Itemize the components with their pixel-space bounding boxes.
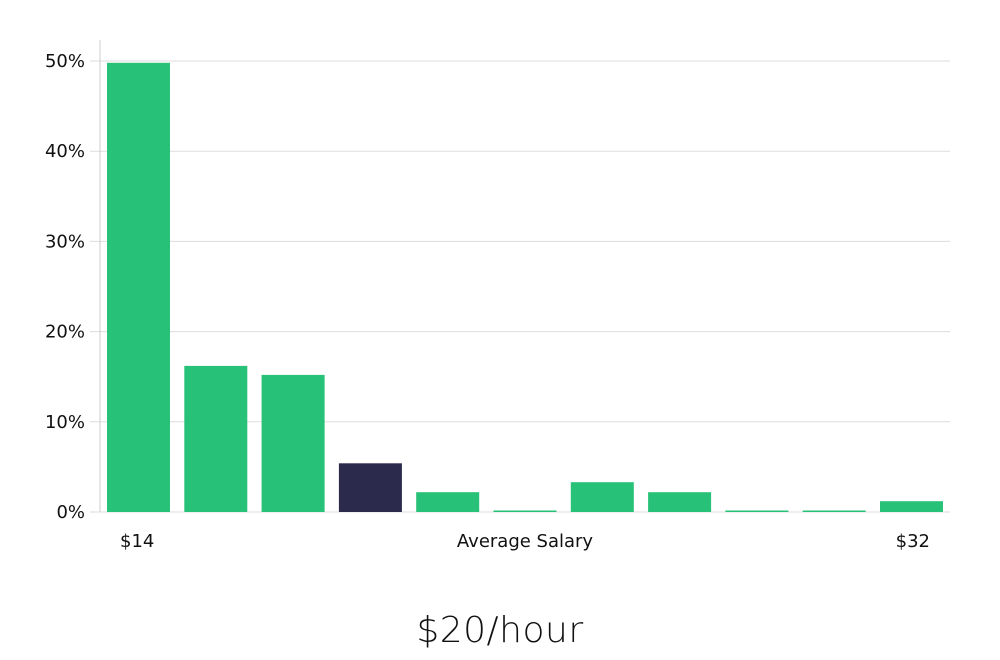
bar (725, 510, 789, 512)
y-tick-label: 20% (45, 322, 85, 343)
average-salary-headline: $20/hour (416, 610, 584, 651)
bar (184, 365, 248, 512)
salary-histogram-chart: 0% 10% 20% 30% 40% 50% $14 Average Salary $32 (45, 40, 950, 552)
bar (493, 510, 557, 512)
bar (261, 374, 325, 512)
bar (880, 501, 943, 512)
bar (416, 492, 480, 512)
y-tick-label: 10% (45, 412, 85, 433)
bars (107, 62, 943, 513)
bar (570, 482, 634, 512)
x-axis-title: Average Salary (457, 531, 594, 552)
y-tick-label: 0% (56, 502, 85, 523)
y-tick-label: 30% (45, 231, 85, 252)
y-tick-label: 50% (45, 51, 85, 72)
x-axis-max-label: $32 (896, 531, 930, 552)
y-axis-ticks: 0% 10% 20% 30% 40% 50% (45, 51, 85, 523)
bar (107, 62, 170, 513)
bar-highlighted (338, 463, 402, 512)
x-axis-min-label: $14 (120, 531, 154, 552)
bar (802, 510, 866, 512)
y-tick-label: 40% (45, 141, 85, 162)
bar (648, 492, 712, 512)
